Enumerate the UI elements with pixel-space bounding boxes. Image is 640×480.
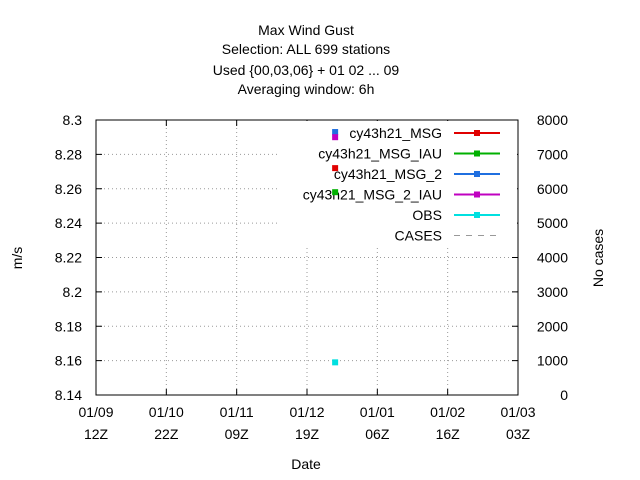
legend-marker	[474, 150, 480, 157]
y2-axis-label: No cases	[590, 229, 606, 287]
legend: cy43h21_MSG cy43h21_MSG_IAU cy43h21_MSG_2c…	[280, 121, 517, 246]
legend-marker	[474, 191, 480, 198]
x-tick-label-date: 01/03	[500, 404, 535, 420]
x-tick-label-date: 01/09	[78, 404, 113, 420]
y-tick-label: 8.3	[63, 112, 83, 128]
x-tick-label-hour: 09Z	[225, 426, 250, 442]
x-axis-label: Date	[291, 456, 321, 472]
y-axis-tick-labels: 8.14 8.16 8.18 8.2 8.22 8.24 8.26 8.28 8.3	[55, 112, 82, 403]
legend-background	[280, 121, 517, 246]
x-tick-label-hour: 06Z	[365, 426, 390, 442]
y2-tick-label: 4000	[537, 250, 568, 266]
y-tick-label: 8.2	[63, 284, 83, 300]
data-point	[332, 189, 339, 196]
x-tick-label-hour: 19Z	[295, 426, 320, 442]
legend-label: cy43h21_MSG_2_IAU	[303, 187, 442, 203]
y-tick-label: 8.24	[55, 215, 82, 231]
legend-label: cy43h21_MSG	[349, 125, 442, 141]
x-tick-label-hour: 03Z	[506, 426, 531, 442]
x-tick-label-date: 01/12	[289, 404, 324, 420]
data-points	[332, 129, 339, 366]
title-line-4: Averaging window: 6h	[238, 81, 375, 97]
title-line-2: Selection: ALL 699 stations	[222, 41, 390, 57]
data-point	[332, 134, 339, 141]
y-tick-label: 8.16	[55, 353, 82, 369]
y2-tick-label: 3000	[537, 284, 568, 300]
x-tick-label-hour: 22Z	[154, 426, 179, 442]
y-tick-label: 8.28	[55, 146, 82, 162]
title-line-3: Used {00,03,06} + 01 02 ... 09	[213, 62, 400, 78]
data-point	[332, 359, 339, 366]
y2-tick-label: 5000	[537, 215, 568, 231]
legend-marker	[474, 212, 480, 218]
legend-label: cy43h21_MSG_2	[334, 166, 442, 182]
y2-tick-label: 6000	[537, 181, 568, 197]
y-axis-label: m/s	[9, 247, 25, 270]
y-tick-label: 8.18	[55, 318, 82, 334]
y2-tick-label: 7000	[537, 146, 568, 162]
x-tick-label-date: 01/10	[149, 404, 184, 420]
legend-label: cy43h21_MSG_IAU	[318, 146, 442, 162]
y2-tick-label: 2000	[537, 318, 568, 334]
legend-label: OBS	[412, 207, 442, 223]
title-line-1: Max Wind Gust	[258, 22, 354, 38]
x-tick-label-hour: 16Z	[436, 426, 461, 442]
x-tick-label-date: 01/11	[220, 404, 254, 420]
x-tick-label-date: 01/02	[430, 404, 465, 420]
legend-marker	[474, 130, 480, 136]
y2-axis-tick-labels: 0 1000 2000 3000 4000 5000 6000 7000 8000	[537, 112, 568, 403]
y-tick-label: 8.26	[55, 181, 82, 197]
y2-tick-label: 8000	[537, 112, 568, 128]
y2-tick-label: 1000	[537, 353, 568, 369]
legend-marker	[474, 171, 480, 177]
x-tick-label-date: 01/01	[360, 404, 395, 420]
x-axis-tick-labels: 01/09 12Z 01/10 22Z 01/11 09Z 01/12 19Z 01/01 06Z…	[78, 404, 535, 442]
chart-title: Max Wind Gust Selection: ALL 699 station…	[213, 22, 400, 97]
y2-tick-label: 0	[560, 387, 568, 403]
legend-label: CASES	[395, 228, 442, 244]
y-tick-label: 8.14	[55, 387, 82, 403]
x-tick-label-hour: 12Z	[84, 426, 109, 442]
y-tick-label: 8.22	[55, 250, 82, 266]
data-point	[332, 129, 339, 136]
data-point	[332, 165, 339, 172]
